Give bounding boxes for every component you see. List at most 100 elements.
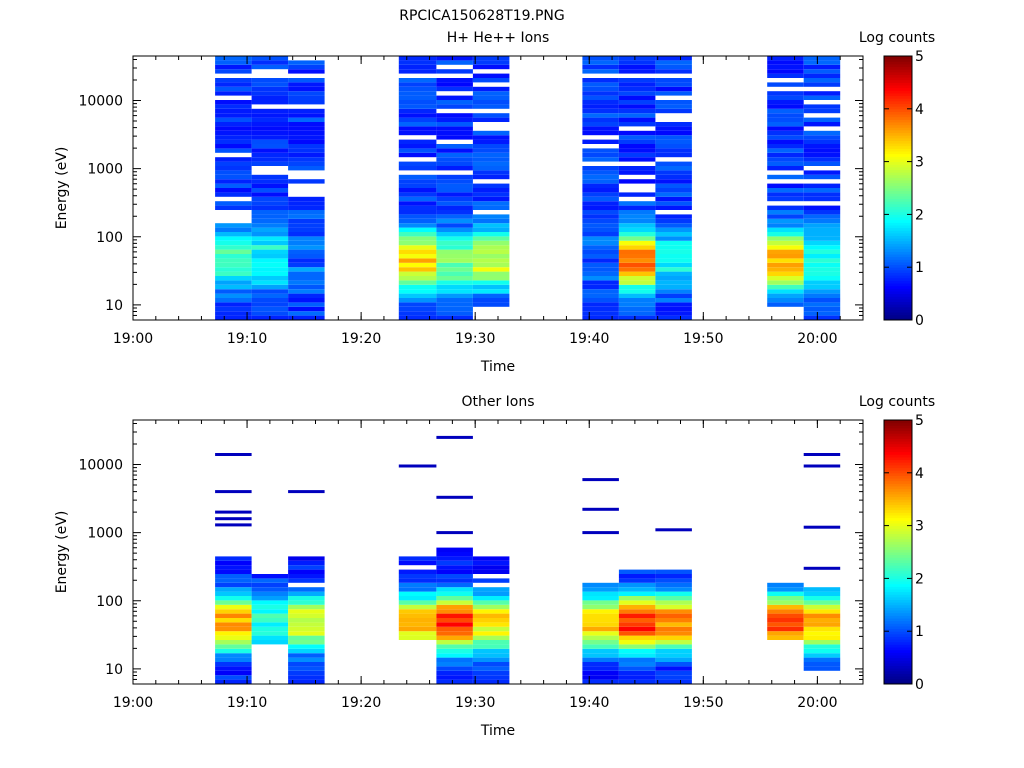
y-tick-label: 100 [96,230,123,246]
colorbar-segment [884,82,912,86]
heatmap-cell [288,587,325,592]
heatmap-cell [288,236,325,241]
heatmap-column [215,453,252,684]
heatmap-cell [436,302,473,307]
heatmap-cell [288,618,325,623]
heatmap-cell [582,60,619,65]
heatmap-cell [436,569,473,574]
heatmap-cell [436,183,473,188]
heatmap-cell [803,635,841,640]
heatmap-cell [436,201,473,206]
heatmap-cell [288,100,325,105]
colorbar-segment [884,280,912,284]
heatmap-cell [472,113,510,118]
colorbar-segment [884,251,912,255]
heatmap-cell [803,144,841,149]
y-tick-label: 10000 [78,458,123,474]
heatmap-cell [767,236,804,241]
heatmap-cell [398,262,437,268]
heatmap-cell [655,276,692,281]
heatmap-cell [436,640,473,645]
heatmap-cell [288,613,325,618]
heatmap-cell [288,622,325,627]
heatmap-cell [398,311,437,316]
heatmap-cell [436,609,473,614]
colorbar-segment [884,90,912,94]
heatmap-cell [398,166,437,171]
heatmap-cell [618,600,656,605]
colorbar-tick-label: 2 [915,571,924,587]
heatmap-cell [803,293,841,298]
heatmap-cell [803,139,841,144]
heatmap-cell [655,280,692,285]
y-axis-label: Energy (eV) [54,511,70,594]
colorbar-segment [884,182,912,186]
heatmap-cell [618,280,656,285]
heatmap-cell [215,240,252,246]
heatmap-cell [582,675,619,680]
heatmap-cell [398,232,437,237]
heatmap-cell [398,161,437,166]
colorbar-segment [884,298,912,303]
heatmap-cell [803,626,841,632]
heatmap-cell [803,73,841,78]
heatmap-cell [472,289,510,294]
heatmap-cell [618,644,656,649]
heatmap-cell [618,78,656,83]
heatmap-cell [582,249,619,254]
heatmap-cell [803,609,841,614]
heatmap-cell [618,130,656,136]
heatmap-cell [767,130,804,136]
heatmap-cell [398,298,437,303]
heatmap-cell [472,73,510,78]
heatmap-cell [472,240,510,246]
heatmap-cell [288,569,325,574]
heatmap-cell [215,104,252,109]
colorbar-segment [884,588,912,593]
heatmap-cell [655,657,692,662]
heatmap-cell [251,113,289,118]
heatmap-cell [803,196,841,202]
colorbar-segment [884,190,912,194]
heatmap-cell [472,640,510,645]
heatmap-cell [472,591,510,596]
colorbar-segment [884,135,912,139]
heatmap-cell [288,490,325,494]
heatmap-cell [655,152,692,158]
heatmap-cell [215,170,252,175]
heatmap-cell [288,130,325,136]
heatmap-cell [398,609,437,614]
heatmap-cell [288,653,325,658]
colorbar-segment [884,570,912,574]
heatmap-cell [767,582,804,588]
colorbar-segment [884,425,912,429]
heatmap-cell [436,126,473,131]
heatmap-cell [472,644,510,649]
heatmap-cell [398,569,437,574]
heatmap-cell [582,609,619,614]
heatmap-cell [398,210,437,215]
heatmap-cell [618,144,656,149]
heatmap-cell [472,271,510,276]
heatmap-cell [398,100,437,105]
x-tick-label: 19:40 [569,695,609,711]
colorbar-segment [884,56,912,60]
heatmap-cell [582,258,619,263]
colorbar-segment [884,177,912,181]
colorbar: 0 1 2 3 4 5 Log counts [859,394,935,693]
heatmap-cell [655,183,692,188]
heatmap-cell [251,311,289,316]
heatmap-cell [767,82,804,87]
heatmap-cell [251,218,289,224]
colorbar-segment [884,499,912,503]
colorbar-segment [884,631,912,635]
heatmap-cell [618,166,656,171]
heatmap-cell [582,205,619,210]
colorbar-segment [884,217,912,221]
colorbar-segment [884,459,912,463]
colorbar-segment [884,509,912,513]
heatmap-cell [472,670,510,676]
heatmap-cell [472,227,510,232]
colorbar-segment [884,462,912,466]
heatmap-cell [582,478,619,482]
